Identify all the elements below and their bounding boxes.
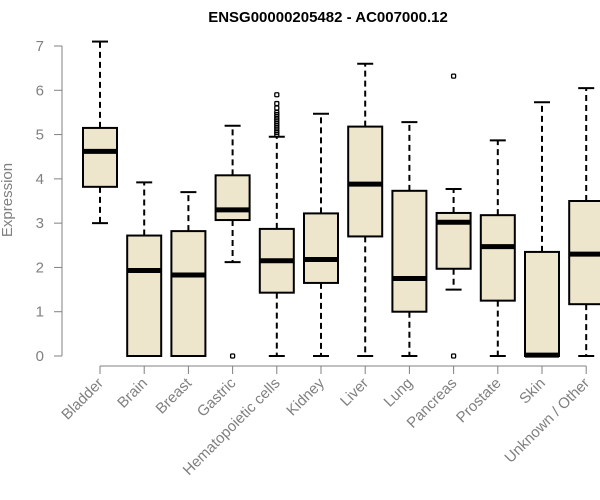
y-tick-label: 5 (36, 127, 44, 144)
box-unknown-other (568, 87, 600, 357)
x-tick-label: Bladder (58, 375, 107, 424)
y-tick-label: 1 (36, 304, 44, 321)
y-tick-label: 7 (36, 38, 44, 55)
outlier-point (229, 353, 236, 359)
x-tick-label: Breast (153, 374, 196, 417)
x-tick-label: Brain (114, 375, 151, 412)
outlier-point (274, 100, 280, 107)
outlier-point (450, 73, 457, 79)
iqr-box (524, 250, 560, 357)
y-axis: 0 1 2 3 4 5 6 7 (36, 38, 63, 365)
iqr-box (214, 174, 251, 222)
y-tick-label: 2 (36, 259, 44, 276)
box-brain (126, 181, 163, 358)
iqr-box (479, 214, 516, 302)
box-breast (170, 191, 207, 357)
iqr-box (303, 212, 339, 284)
y-tick-label: 6 (36, 82, 44, 99)
box-gastric (214, 124, 251, 359)
box-bladder (82, 40, 118, 225)
x-tick-label: Skin (516, 375, 549, 408)
outlier-point (274, 105, 280, 111)
x-tick-label: Unknown / Other (501, 375, 593, 467)
outlier-point (274, 92, 280, 98)
outlier-point (450, 353, 457, 359)
box-kidney (303, 112, 339, 357)
iqr-box (82, 126, 118, 188)
y-tick-label: 3 (36, 215, 44, 232)
x-tick-label: Kidney (283, 374, 328, 419)
plot-area (82, 40, 600, 359)
x-tick-label: Prostate (453, 375, 505, 427)
box-skin (524, 101, 560, 358)
y-tick-label: 0 (36, 348, 44, 365)
iqr-box (347, 125, 384, 238)
chart-title: ENSG00000205482 - AC007000.12 (208, 9, 448, 26)
box-lung (391, 121, 428, 357)
x-tick-label: Lung (381, 375, 417, 411)
box-liver (347, 62, 384, 357)
box-hematopoietic-cells (258, 92, 295, 357)
box-pancreas (435, 73, 472, 359)
x-tick-label: Liver (337, 375, 372, 410)
box-prostate (479, 139, 516, 357)
y-axis-title: Expression (0, 163, 16, 237)
y-tick-label: 4 (36, 171, 44, 188)
iqr-box (391, 189, 428, 313)
iqr-box (126, 234, 163, 358)
iqr-box (170, 230, 207, 357)
